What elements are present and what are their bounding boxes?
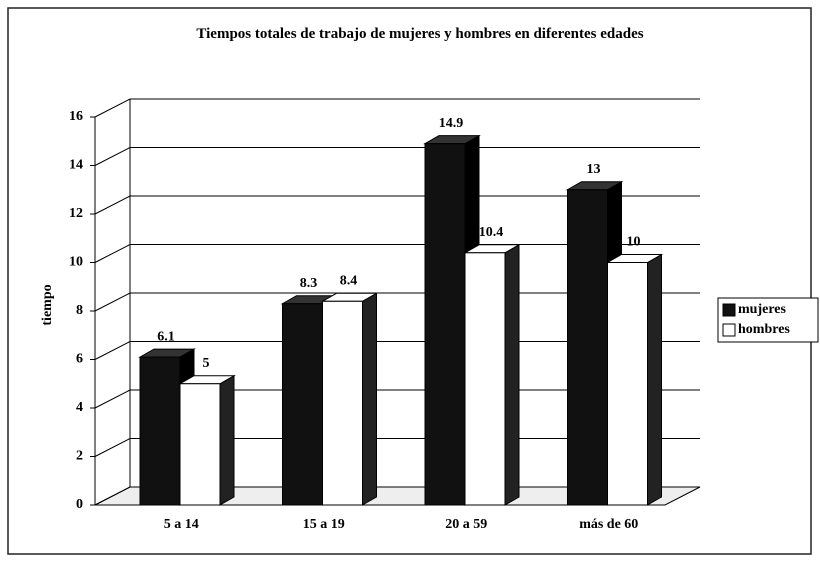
legend-label: hombres xyxy=(738,322,790,337)
x-tick-label: más de 60 xyxy=(579,517,638,532)
grid-line xyxy=(94,292,131,312)
legend-swatch xyxy=(722,303,736,317)
bar-side xyxy=(647,253,662,506)
bar-side xyxy=(504,243,520,506)
bar xyxy=(282,303,323,506)
y-tick-label: 16 xyxy=(69,109,83,124)
y-tick-label: 12 xyxy=(69,206,83,221)
grid-line xyxy=(94,147,131,166)
data-label: 10 xyxy=(627,235,641,250)
chart-title: Tiempos totales de trabajo de mujeres y … xyxy=(196,26,644,42)
grid-line xyxy=(94,486,131,506)
bar xyxy=(322,300,363,506)
bar xyxy=(179,383,221,506)
y-tick-label: 6 xyxy=(76,352,83,367)
data-label: 14.9 xyxy=(439,116,464,131)
grid-line xyxy=(94,389,131,409)
y-tick-label: 0 xyxy=(76,497,83,512)
y-tick-label: 4 xyxy=(76,400,83,415)
data-label: 8.4 xyxy=(340,274,358,289)
legend-label: mujeres xyxy=(738,302,786,317)
data-label: 8.3 xyxy=(300,276,318,291)
data-label: 5 xyxy=(203,356,210,371)
x-tick-label: 20 a 59 xyxy=(445,517,487,532)
grid-line xyxy=(94,244,131,263)
grid-line xyxy=(94,195,131,215)
bar xyxy=(424,143,466,506)
x-tick-label: 5 a 14 xyxy=(164,517,199,532)
y-tick-label: 8 xyxy=(76,303,83,318)
grid-line xyxy=(94,438,131,457)
grid-line xyxy=(94,98,131,118)
bar xyxy=(139,356,181,506)
grid-line xyxy=(94,341,131,360)
data-label: 13 xyxy=(587,162,601,177)
bar-side xyxy=(362,292,377,506)
bar xyxy=(607,262,648,506)
y-tick-label: 14 xyxy=(69,158,83,173)
data-label: 10.4 xyxy=(479,225,504,240)
data-label: 6.1 xyxy=(157,329,175,344)
y-tick-label: 10 xyxy=(69,255,83,270)
bar-side xyxy=(219,374,235,506)
x-tick-label: 15 a 19 xyxy=(303,517,345,532)
bar xyxy=(464,252,506,506)
y-axis-label: tiempo xyxy=(40,284,55,325)
y-tick-label: 2 xyxy=(76,449,83,464)
chart-frame xyxy=(7,7,812,555)
legend-swatch xyxy=(722,323,736,337)
bar xyxy=(567,189,608,506)
